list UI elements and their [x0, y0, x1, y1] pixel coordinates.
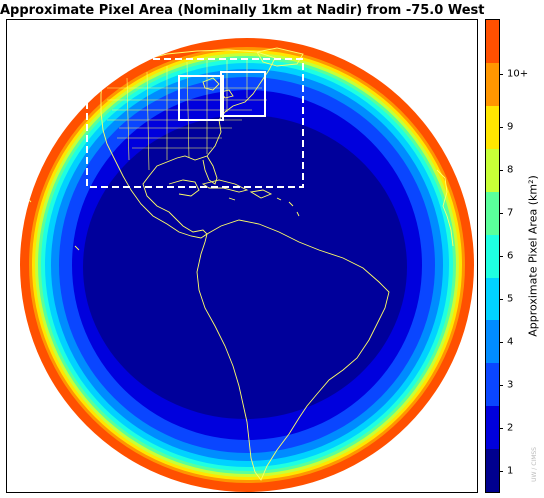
colorbar-segment [486, 449, 499, 493]
colorbar-tick-label: 2 [507, 422, 514, 434]
colorbar-label: Approximate Pixel Area (km²) [526, 175, 540, 337]
map-title: Approximate Pixel Area (Nominally 1km at… [0, 3, 485, 18]
north-america-coast [100, 49, 276, 239]
mesoscale-box-2 [220, 71, 266, 117]
colorbar-tick-label: 7 [507, 207, 514, 219]
colorbar-segment [486, 406, 499, 450]
colorbar-segment [486, 148, 499, 192]
colorbar-tick-mark [500, 127, 503, 129]
colorbar-tick-label: 10+ [507, 68, 529, 80]
scan-sectors [86, 58, 304, 188]
colorbar-tick-mark [500, 427, 503, 429]
colorbar-segment [486, 20, 499, 63]
colorbar-tick-label: 5 [507, 293, 514, 305]
colorbar-tick-mark [500, 170, 503, 172]
state-borders [107, 60, 267, 171]
south-america-coast [196, 219, 390, 481]
earth-disk-map [20, 38, 474, 492]
europe-africa-edge [436, 169, 454, 247]
colorbar-segment [486, 62, 499, 106]
colorbar-tick-mark [500, 298, 503, 300]
colorbar-segment [486, 277, 499, 321]
colorbar-tick-mark [500, 73, 503, 75]
colorbar-tick-label: 6 [507, 250, 514, 262]
colorbar-tick-mark [500, 256, 503, 257]
colorbar-segment [486, 105, 499, 149]
florida-coast [202, 155, 218, 185]
colorbar-segment [486, 320, 499, 364]
nadir-zone [83, 115, 407, 419]
greenland-coast [256, 47, 304, 67]
caribbean-hispaniola [249, 189, 273, 199]
colorbar [485, 19, 500, 493]
colorbar-tick-label: 4 [507, 336, 514, 348]
map-frame [6, 19, 478, 493]
colorbar-tick-mark [500, 213, 503, 215]
colorbar-tick-mark [500, 341, 503, 343]
colorbar-segment [486, 234, 499, 278]
colorbar-segment [486, 363, 499, 407]
mesoscale-box-1 [178, 75, 224, 121]
colorbar-tick-mark [500, 384, 503, 386]
colorbar-tick-label: 1 [507, 465, 514, 477]
conus-sector-box [86, 58, 304, 188]
colorbar-tick-label: 8 [507, 164, 514, 176]
colorbar-segment [486, 191, 499, 235]
colorbar-tick-label: 3 [507, 379, 514, 391]
yucatan-coast [168, 179, 200, 197]
colorbar-tick-label: 9 [507, 121, 514, 133]
coastlines [26, 47, 454, 481]
colorbar-tick-mark [500, 470, 503, 472]
credit-text: UW / CIMSS [531, 447, 538, 482]
colorbar-ticks: 1 2 3 4 5 6 7 8 9 10+ [500, 19, 528, 493]
caribbean-islands [228, 197, 300, 217]
